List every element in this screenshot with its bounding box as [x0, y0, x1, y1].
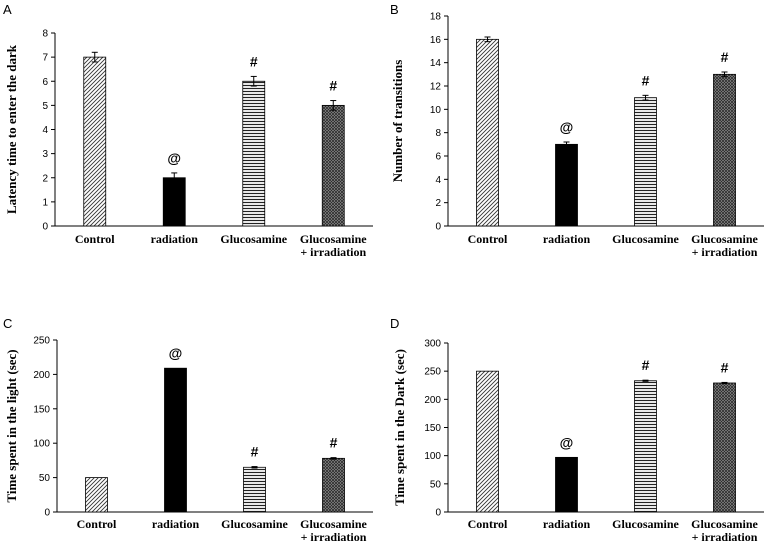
y-tick-label: 0 — [44, 508, 50, 519]
category-label: radiation — [151, 232, 199, 246]
significance-mark: # — [329, 78, 337, 94]
significance-mark: # — [642, 72, 650, 88]
chart-panel-d: D 0 50 100 150 200 250 300 Time spent in the Dar… — [390, 316, 764, 544]
significance-mark: @ — [560, 434, 574, 450]
bar-control — [476, 38, 499, 227]
y-tick-label: 3 — [42, 149, 48, 160]
y-axis-label: Latency time to enter the dark — [4, 44, 19, 214]
bar-glucosamine — [242, 80, 266, 227]
category-label: Glucosamine — [691, 517, 758, 531]
category-label: Control — [75, 232, 115, 246]
y-tick-label: 5 — [42, 101, 48, 112]
bar-glucosamine-irradiation — [713, 382, 736, 513]
category-label: Glucosamine — [612, 232, 679, 246]
y-tick-label: 150 — [424, 423, 441, 434]
y-tick-label: 0 — [435, 508, 441, 519]
bar-radiation — [162, 177, 186, 227]
category-label: Glucosamine — [691, 232, 758, 246]
y-tick-label: 14 — [430, 58, 442, 69]
y-tick-label: 0 — [435, 222, 441, 233]
significance-mark: @ — [167, 150, 181, 166]
y-tick-label: 7 — [42, 53, 48, 64]
category-label: Control — [468, 232, 508, 246]
y-tick-label: 4 — [42, 125, 48, 136]
significance-mark: # — [721, 359, 729, 375]
y-tick-label: 250 — [424, 367, 441, 378]
category-label: Glucosamine — [220, 232, 287, 246]
significance-mark: # — [330, 435, 338, 451]
y-tick-label: 200 — [424, 395, 441, 406]
y-tick-label: 2 — [42, 173, 48, 184]
y-tick-label: 18 — [430, 12, 442, 23]
category-label: Control — [77, 517, 117, 531]
y-tick-label: 16 — [430, 35, 442, 46]
category-label: Glucosamine — [612, 517, 679, 531]
significance-mark: # — [721, 49, 729, 65]
category-label: Control — [468, 517, 508, 531]
y-tick-label: 300 — [424, 339, 441, 350]
category-label: Glucosamine — [221, 517, 288, 531]
y-tick-label: 12 — [430, 82, 442, 93]
y-tick-label: 6 — [42, 77, 48, 88]
bar-radiation — [164, 367, 187, 513]
bar-control — [85, 477, 108, 513]
bar-glucosamine-irradiation — [321, 104, 345, 227]
category-label: Glucosamine — [300, 517, 367, 531]
significance-mark: # — [251, 444, 259, 460]
y-tick-label: 50 — [39, 473, 51, 484]
y-tick-label: 1 — [42, 197, 48, 208]
y-tick-label: 150 — [33, 404, 50, 415]
significance-mark: # — [642, 357, 650, 373]
category-label: + irradiation — [692, 530, 758, 544]
category-label: + irradiation — [692, 245, 758, 259]
significance-mark: @ — [169, 345, 183, 361]
chart-panel-b: B 0 2 4 6 8 10 12 14 16 18 Number of transitions Con… — [390, 2, 764, 259]
y-axis-label: Time spent in the light (sec) — [4, 349, 19, 502]
y-tick-label: 100 — [33, 439, 50, 450]
bar-glucosamine — [634, 97, 657, 227]
y-tick-label: 6 — [435, 152, 441, 163]
chart-panel-c: C 0 50 100 150 200 250 Time spent in the light … — [3, 316, 373, 544]
panel-letter: A — [3, 2, 12, 17]
category-label: Glucosamine — [300, 232, 367, 246]
y-tick-label: 0 — [42, 222, 48, 233]
y-axis-label: Time spent in the Dark (sec) — [392, 349, 407, 506]
significance-mark: # — [250, 53, 258, 69]
y-tick-label: 100 — [424, 451, 441, 462]
y-axis-label: Number of transitions — [390, 60, 405, 183]
bar-glucosamine — [634, 380, 657, 513]
y-tick-label: 50 — [430, 479, 442, 490]
y-tick-label: 2 — [435, 198, 441, 209]
y-tick-label: 200 — [33, 370, 50, 381]
bar-glucosamine — [243, 466, 266, 513]
y-tick-label: 8 — [42, 29, 48, 40]
significance-mark: @ — [560, 119, 574, 135]
panel-letter: C — [3, 316, 12, 331]
bar-control — [83, 56, 107, 227]
category-label: radiation — [152, 517, 200, 531]
y-tick-label: 250 — [33, 336, 50, 347]
bar-glucosamine-irradiation — [713, 73, 736, 227]
chart-panel-a: A 0 1 2 3 4 5 6 7 8 Latency time to enter the dark… — [3, 2, 373, 259]
y-tick-label: 8 — [435, 128, 441, 139]
bar-radiation — [555, 456, 578, 513]
bar-control — [476, 370, 499, 513]
bar-glucosamine-irradiation — [322, 457, 345, 513]
y-tick-label: 10 — [430, 105, 442, 116]
panel-letter: D — [390, 316, 399, 331]
category-label: radiation — [543, 232, 591, 246]
category-label: radiation — [543, 517, 591, 531]
y-tick-label: 4 — [435, 175, 441, 186]
category-label: + irradiation — [301, 530, 367, 544]
bar-radiation — [555, 143, 578, 227]
panel-letter: B — [390, 2, 399, 17]
category-label: + irradiation — [300, 245, 366, 259]
